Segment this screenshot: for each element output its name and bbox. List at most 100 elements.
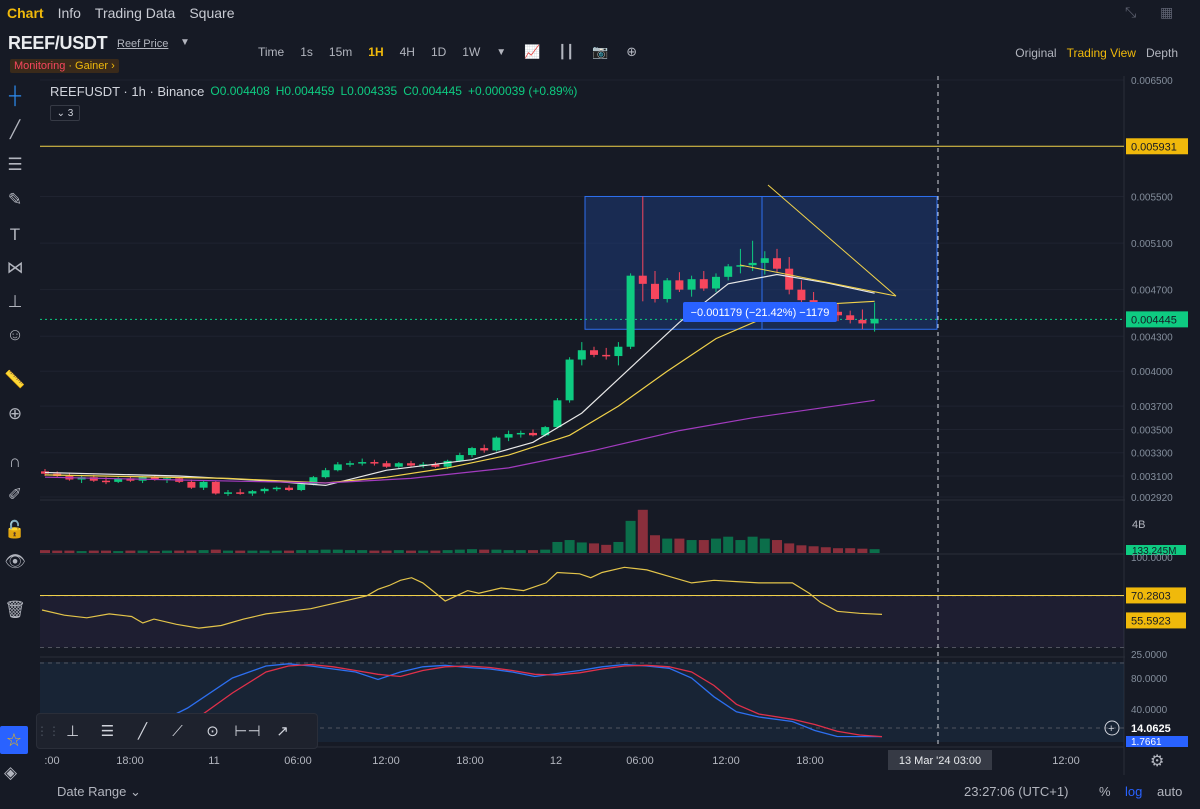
ohlc-legend: REEFUSDT · 1h · Binance O0.004408 H0.004… — [50, 84, 577, 99]
tab-square[interactable]: Square — [189, 5, 235, 21]
view-depth[interactable]: Depth — [1145, 46, 1178, 60]
monitoring-tag[interactable]: Monitoring — [14, 60, 66, 72]
layers-icon[interactable]: ◈ — [4, 763, 18, 782]
lines-tool-icon[interactable]: ☰ — [100, 723, 115, 740]
layout-grid-icon[interactable]: ▦ — [1160, 4, 1174, 20]
candle-body — [712, 276, 720, 289]
candle-body — [785, 268, 794, 290]
tab-trading-data[interactable]: Trading Data — [94, 5, 176, 21]
indicator-icon[interactable]: 📈 — [524, 44, 541, 59]
gear-icon[interactable]: ⚙ — [1150, 753, 1165, 770]
measure-tool-icon[interactable]: ⊥ — [65, 723, 80, 740]
interval-4h[interactable]: 4H — [399, 45, 415, 59]
stoch-k-value-bg — [1126, 736, 1188, 747]
measure-label-bg — [683, 302, 837, 322]
pattern-icon[interactable]: ⋈ — [6, 258, 24, 277]
interval-1w[interactable]: 1W — [462, 45, 481, 59]
tab-info[interactable]: Info — [57, 5, 81, 21]
volume-bar — [442, 550, 453, 553]
ruler-icon[interactable]: 📏 — [4, 370, 26, 389]
date-range-button[interactable]: Date Range ⌄ — [57, 784, 141, 800]
measure-box[interactable] — [584, 195, 938, 330]
candle-body — [65, 476, 74, 480]
candle-type-icon[interactable]: ┃┃ — [558, 44, 575, 59]
auto-toggle[interactable]: auto — [1157, 784, 1183, 799]
volume-bar — [223, 550, 233, 553]
candle-body — [834, 311, 842, 316]
trash-icon[interactable]: 🗑 — [4, 600, 26, 619]
legend-low: L0.004335 — [340, 84, 398, 98]
candle-body — [272, 487, 281, 490]
volume-bar — [650, 535, 660, 553]
path-tool-icon[interactable]: ⟋ — [172, 722, 183, 740]
candle-body — [468, 448, 476, 456]
time-tick-label: 06:00 — [284, 755, 312, 767]
interval-1d[interactable]: 1D — [430, 45, 447, 59]
gainer-tag[interactable]: Gainer › — [75, 60, 115, 72]
candle-body — [199, 481, 208, 488]
camera-icon[interactable]: 📷 — [592, 44, 609, 59]
drag-handle-icon[interactable]: ⋮⋮ — [36, 724, 60, 738]
interval-1s[interactable]: 1s — [300, 45, 313, 59]
candle-body — [102, 480, 110, 483]
reef-price-link[interactable]: Reef Price — [117, 38, 169, 50]
chevron-down-icon[interactable]: ▼ — [180, 37, 190, 48]
expand-icon[interactable]: ⤡ — [1125, 4, 1137, 20]
line-tool-icon[interactable]: ╱ — [137, 723, 148, 740]
volume-bar — [552, 541, 563, 553]
volume-bar — [662, 538, 673, 553]
wedge-lower-line[interactable] — [739, 264, 897, 297]
log-toggle[interactable]: log — [1125, 784, 1143, 799]
volume-bar — [381, 550, 392, 553]
view-trading-view[interactable]: Trading View — [1066, 46, 1136, 60]
candle-body — [590, 350, 598, 355]
clock[interactable]: 23:27:06 (UTC+1) — [964, 784, 1069, 799]
magnet-icon[interactable]: ∩ — [8, 452, 22, 471]
volume-bar — [564, 540, 575, 553]
favorite-star-icon[interactable]: ☆ — [0, 726, 28, 754]
lock-icon[interactable]: 🔓 — [4, 520, 26, 539]
volume-bar — [674, 538, 685, 553]
price-tick-label: 0.002920 — [1131, 493, 1173, 504]
volume-bar — [723, 536, 734, 553]
volume-bar — [857, 548, 868, 553]
crosshair-icon[interactable]: ┼ — [8, 86, 22, 105]
arrow-tool-icon[interactable]: ↗ — [276, 723, 289, 740]
text-icon[interactable]: T — [9, 225, 21, 244]
interval-15m[interactable]: 15m — [328, 45, 353, 59]
volume-bar — [271, 550, 282, 553]
trend-line-icon[interactable]: ╱ — [9, 120, 21, 139]
brush-icon[interactable]: ✎ — [7, 190, 23, 209]
volume-bar — [296, 550, 307, 553]
stoch-tick-label: 40.0000 — [1131, 705, 1168, 716]
wedge-upper-line[interactable] — [767, 184, 897, 297]
range-tool-icon[interactable]: ⊢⊣ — [234, 723, 261, 740]
pair-title[interactable]: REEF/USDT — [8, 33, 108, 53]
emoji-icon[interactable]: ☺ — [6, 325, 24, 344]
ma-white-line — [44, 273, 875, 487]
interval-dropdown-icon[interactable]: ▼ — [496, 46, 507, 58]
legend-close: C0.004445 — [403, 84, 462, 98]
eye-icon[interactable]: 👁 — [4, 552, 26, 571]
candle-body — [736, 265, 745, 267]
lock-drawing-icon[interactable]: ✐ — [7, 485, 23, 504]
volume-bar — [357, 550, 368, 553]
view-original[interactable]: Original — [1015, 46, 1057, 60]
horizontal-lines-icon[interactable]: ☰ — [7, 155, 23, 174]
legend-symbol[interactable]: REEFUSDT · 1h · Binance — [50, 84, 205, 99]
volume-bar — [406, 550, 416, 553]
zoom-in-icon[interactable]: ⊕ — [7, 404, 23, 423]
volume-bar — [833, 548, 843, 553]
add-icon[interactable]: ⊕ — [626, 44, 638, 59]
volume-bar — [601, 544, 612, 553]
circle-tool-icon[interactable]: ⊙ — [206, 723, 219, 740]
measure-icon[interactable]: ⊥ — [7, 292, 23, 311]
percent-toggle[interactable]: % — [1099, 784, 1111, 799]
interval-time[interactable]: Time — [258, 45, 285, 59]
tab-chart[interactable]: Chart — [7, 5, 44, 21]
price-tick-label: 0.003700 — [1131, 402, 1173, 413]
interval-1h[interactable]: 1H — [368, 45, 384, 59]
volume-bar — [308, 550, 319, 553]
indicators-toggle[interactable]: ⌄ 3 — [50, 105, 80, 121]
candle-body — [492, 437, 501, 451]
